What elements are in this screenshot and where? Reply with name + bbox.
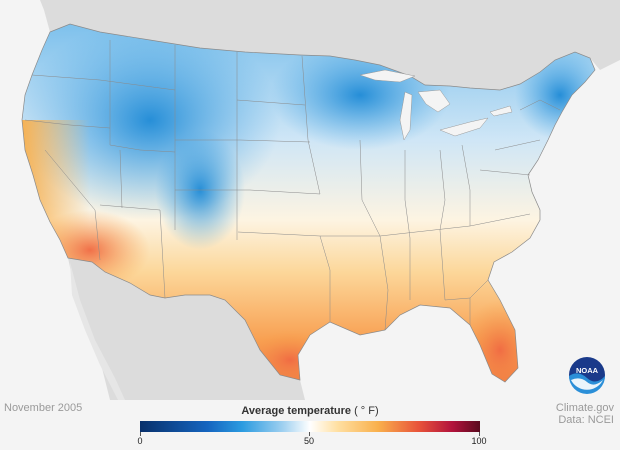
- legend-tick-label-min: 0: [137, 436, 143, 446]
- credit-line-2: Data: NCEI: [558, 414, 614, 426]
- temperature-field: [22, 24, 595, 382]
- legend-tick-50: [309, 432, 310, 436]
- mexico-landmass: [68, 258, 305, 400]
- date-label: November 2005: [4, 402, 83, 414]
- noaa-logo: NOAA: [569, 357, 605, 394]
- great-lakes: [359, 69, 513, 141]
- credit-block: Climate.gov Data: NCEI: [556, 402, 614, 426]
- legend-tick-label-max: 100: [471, 436, 487, 446]
- credit-line-1: Climate.gov: [555, 402, 614, 414]
- legend-tick-100: [479, 432, 480, 436]
- legend-title: Average temperature ( ° F): [140, 405, 480, 417]
- noaa-logo-text: NOAA: [576, 366, 599, 375]
- us-outline: [21, 23, 596, 383]
- legend-tick-0: [140, 432, 141, 436]
- us-temperature-map: [21, 0, 620, 400]
- canada-landmass: [40, 0, 620, 90]
- legend-unit: ( ° F): [354, 405, 379, 417]
- state-borders: [24, 40, 561, 331]
- legend-tick-label-mid: 50: [303, 436, 315, 446]
- legend-color-bar: [140, 421, 480, 432]
- legend-title-text: Average temperature: [241, 405, 351, 417]
